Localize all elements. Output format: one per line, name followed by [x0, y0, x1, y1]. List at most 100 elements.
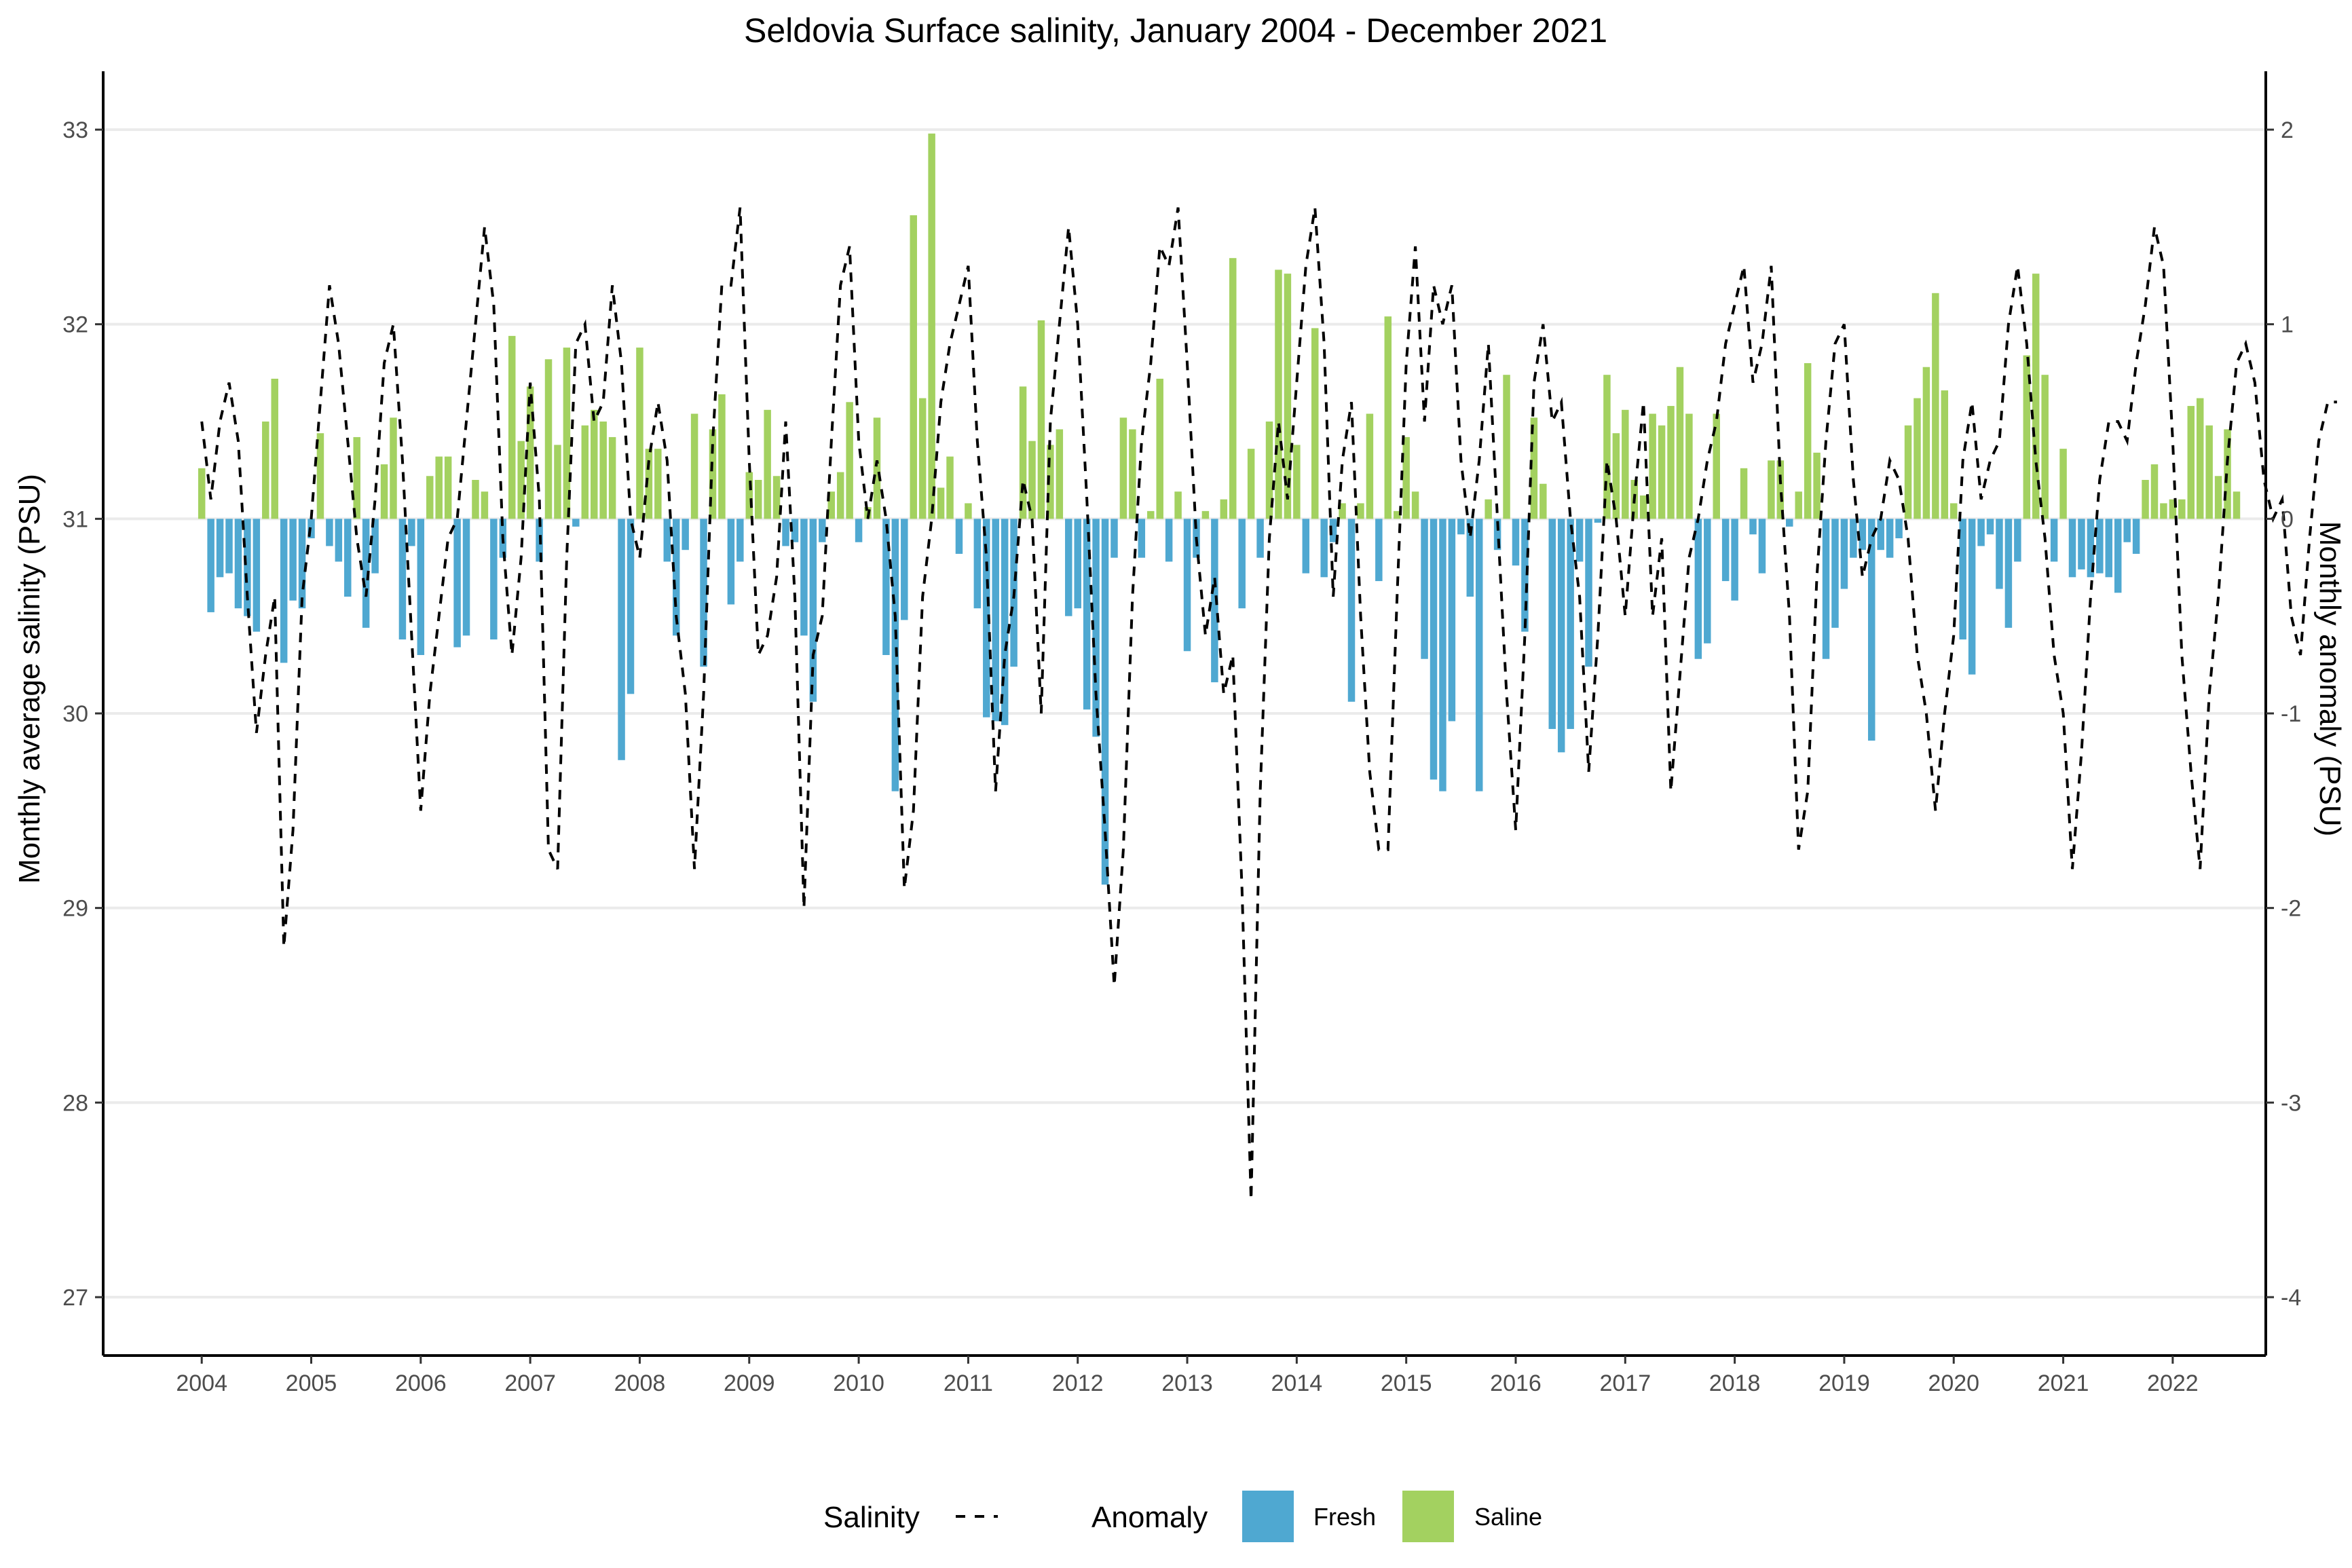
- saline-anomaly-bar: [1740, 468, 1748, 519]
- fresh-anomaly-bar: [855, 519, 863, 542]
- saline-anomaly-bar: [1649, 413, 1656, 519]
- fresh-anomaly-bar: [1749, 519, 1757, 535]
- fresh-anomaly-bar: [618, 519, 625, 760]
- saline-anomaly-bar: [1047, 445, 1054, 519]
- saline-anomaly-bar: [2214, 476, 2222, 519]
- fresh-anomaly-bar: [1831, 519, 1839, 628]
- saline-anomaly-bar: [918, 398, 927, 519]
- saline-anomaly-bar: [1776, 460, 1785, 519]
- saline-anomaly-bar: [836, 472, 844, 519]
- saline-anomaly-bar: [946, 456, 954, 519]
- fresh-anomaly-bar: [1567, 519, 1574, 729]
- saline-anomaly-bar: [1941, 390, 1949, 519]
- saline-anomaly-bar: [910, 215, 917, 519]
- fresh-anomaly-bar: [1968, 519, 1976, 675]
- fresh-anomaly-bar: [1183, 519, 1191, 652]
- saline-anomaly-bar: [1503, 375, 1510, 519]
- fresh-anomaly-bar: [408, 519, 415, 546]
- fresh-anomaly-bar: [1320, 519, 1328, 578]
- fresh-anomaly-bar: [2078, 519, 2085, 570]
- saline-anomaly-bar: [1950, 503, 1958, 519]
- x-tick-label: 2009: [724, 1370, 775, 1396]
- fresh-anomaly-bar: [298, 519, 306, 609]
- saline-anomaly-bar: [745, 472, 753, 519]
- fresh-anomaly-bar: [1694, 519, 1702, 659]
- fresh-anomaly-bar: [992, 519, 999, 722]
- saline-anomaly-bar: [1147, 510, 1155, 519]
- fresh-anomaly-bar: [1101, 519, 1109, 885]
- fresh-anomaly-bar: [1466, 519, 1474, 597]
- saline-anomaly-bar: [2150, 464, 2159, 519]
- fresh-anomaly-bar: [1138, 519, 1146, 558]
- fresh-anomaly-bar: [1786, 519, 1793, 527]
- fresh-anomaly-bar: [1302, 519, 1310, 574]
- saline-anomaly-bar: [581, 425, 589, 519]
- fresh-anomaly-bar: [1895, 519, 1903, 538]
- saline-anomaly-bar: [2142, 480, 2149, 519]
- saline-anomaly-bar: [1366, 413, 1374, 519]
- saline-anomaly-bar: [1056, 429, 1064, 519]
- fresh-anomaly-bar: [1959, 519, 1966, 640]
- fresh-anomaly-bar: [1256, 519, 1264, 558]
- x-tick-label: 2016: [1490, 1370, 1542, 1396]
- saline-anomaly-bar: [1713, 413, 1720, 519]
- fresh-anomaly-bar: [727, 519, 735, 605]
- fresh-anomaly-bar: [207, 519, 214, 612]
- x-tick-label: 2006: [395, 1370, 447, 1396]
- saline-anomaly-bar: [2205, 425, 2213, 519]
- saline-anomaly-bar: [2023, 355, 2031, 519]
- fresh-anomaly-bar: [398, 519, 407, 640]
- saline-anomaly-bar: [1411, 491, 1419, 519]
- fresh-anomaly-bar: [955, 519, 963, 554]
- saline-anomaly-bar: [846, 402, 853, 519]
- fresh-anomaly-bar: [216, 519, 224, 578]
- saline-anomaly-bar: [645, 449, 653, 519]
- saline-anomaly-bar: [1201, 510, 1210, 519]
- fresh-anomaly-bar: [882, 519, 890, 655]
- saline-anomaly-bar: [1914, 398, 1921, 519]
- y-left-tick-label: 32: [62, 312, 88, 338]
- fresh-anomaly-bar: [335, 519, 343, 562]
- fresh-anomaly-bar: [362, 519, 370, 628]
- fresh-anomaly-bar: [2105, 519, 2113, 578]
- x-tick-label: 2008: [614, 1370, 666, 1396]
- fresh-anomaly-bar: [1457, 519, 1465, 535]
- fresh-anomaly-bar: [1521, 519, 1529, 632]
- gridlines: [103, 128, 2266, 1299]
- fresh-anomaly-bar: [2123, 519, 2131, 542]
- fresh-anomaly-bar: [1996, 519, 2003, 589]
- fresh-anomaly-bar: [234, 519, 242, 609]
- saline-anomaly-bar: [754, 480, 762, 519]
- saline-anomaly-bar: [1028, 441, 1036, 519]
- fresh-anomaly-bar: [1822, 519, 1830, 659]
- saline-anomaly-bar: [1804, 363, 1812, 519]
- legend-saline-swatch: [1402, 1491, 1454, 1542]
- fresh-anomaly-bar: [2014, 519, 2021, 562]
- x-tick-label: 2019: [1818, 1370, 1870, 1396]
- saline-anomaly-bar: [1539, 483, 1547, 519]
- fresh-anomaly-bar: [1548, 519, 1556, 729]
- saline-anomaly-bar: [590, 409, 598, 519]
- saline-anomaly-bar: [435, 456, 443, 519]
- saline-anomaly-bar: [1384, 316, 1392, 519]
- fresh-anomaly-bar: [973, 519, 982, 609]
- saline-anomaly-bar: [1311, 328, 1319, 519]
- legend-anomaly-title: Anomaly: [1091, 1501, 1208, 1534]
- fresh-anomaly-bar: [1585, 519, 1592, 667]
- saline-anomaly-bar: [1339, 503, 1346, 519]
- fresh-anomaly-bar: [462, 519, 470, 636]
- saline-anomaly-bar: [2032, 274, 2040, 519]
- fresh-anomaly-bar: [1074, 519, 1081, 609]
- saline-anomaly-bar: [1129, 429, 1136, 519]
- saline-anomaly-bar: [1795, 491, 1802, 519]
- fresh-anomaly-bar: [1083, 519, 1091, 710]
- saline-anomaly-bar: [544, 359, 553, 519]
- x-tick-label: 2014: [1271, 1370, 1323, 1396]
- fresh-anomaly-bar: [1986, 519, 1994, 535]
- fresh-anomaly-bar: [1001, 519, 1009, 726]
- saline-anomaly-bar: [1904, 425, 1912, 519]
- saline-anomaly-bar: [1402, 436, 1410, 519]
- axes: 27 28 29 30 31 32 33 -4 -3 -2 -1 0 1 2 2004 2005 2006 200…: [62, 71, 2301, 1396]
- fresh-anomaly-bar: [289, 519, 297, 601]
